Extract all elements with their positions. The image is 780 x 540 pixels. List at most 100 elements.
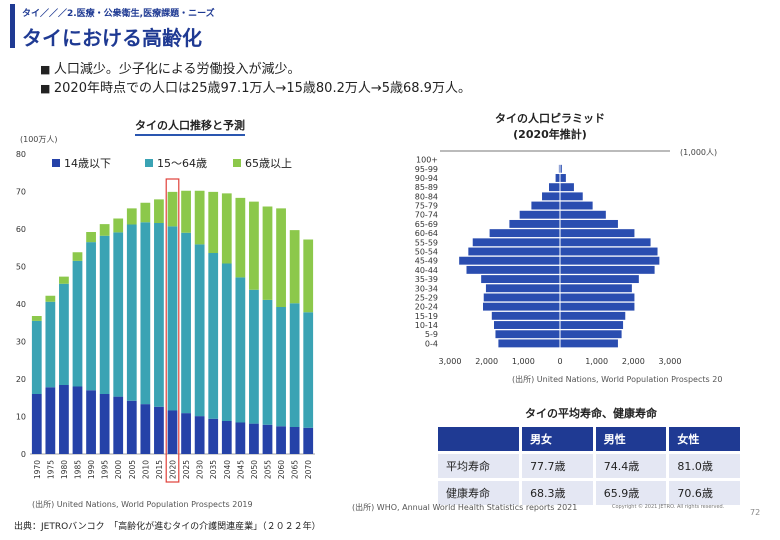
table-row-label: 健康寿命 xyxy=(438,478,520,505)
x-tick-label: 1970 xyxy=(33,460,42,479)
life-expectancy-table: 男女 男性 女性 平均寿命 77.7歳 74.4歳 81.0歳 健康寿命 68.… xyxy=(438,427,740,505)
y-tick-label: 30 xyxy=(16,338,26,347)
bar-segment xyxy=(289,303,300,427)
pyramid-bar-female xyxy=(560,284,632,293)
bar-segment xyxy=(221,263,232,421)
age-group-label: 45-49 xyxy=(415,257,438,266)
summary-bullets: 人口減少。少子化による労働投入が減少。 2020年時点での人口は25歳97.1万… xyxy=(40,60,471,98)
pyramid-bar-female xyxy=(560,201,593,210)
age-group-label: 55-59 xyxy=(415,238,438,247)
y-tick-label: 0 xyxy=(21,450,26,459)
bar-segment xyxy=(249,201,259,290)
age-group-label: 95-99 xyxy=(415,165,438,174)
x-tick-label: 3,000 xyxy=(659,357,682,366)
x-tick-label: 1,000 xyxy=(585,357,608,366)
y-tick-label: 80 xyxy=(16,150,26,159)
pyramid-bar-male xyxy=(483,293,560,302)
bar-segment xyxy=(221,421,232,454)
pyramid-bar-male xyxy=(489,229,560,238)
pyramid-bar-male xyxy=(509,219,560,228)
bar-segment xyxy=(289,427,300,454)
pyramid-bar-female xyxy=(560,219,618,228)
x-tick-label: 2065 xyxy=(291,460,300,479)
pyramid-bar-male xyxy=(468,247,560,256)
bar-segment xyxy=(262,299,273,425)
x-tick-label: 2045 xyxy=(236,460,245,479)
x-tick-label: 2,000 xyxy=(622,357,645,366)
age-group-label: 0-4 xyxy=(425,339,438,348)
bar-segment xyxy=(72,386,83,454)
age-group-label: 90-94 xyxy=(415,174,438,183)
age-group-label: 80-84 xyxy=(415,192,438,201)
age-group-label: 50-54 xyxy=(415,248,438,257)
pyramid-bar-male xyxy=(519,210,560,219)
age-group-label: 10-14 xyxy=(415,321,438,330)
x-tick-label: 1990 xyxy=(87,460,96,479)
bar-segment xyxy=(208,418,219,454)
x-tick-label: 2040 xyxy=(223,460,232,479)
pyramid-bar-female xyxy=(560,210,606,219)
pyramid-bar-female xyxy=(560,183,574,192)
bar-segment xyxy=(140,404,151,454)
bar-segment xyxy=(194,416,205,454)
bar-segment xyxy=(303,312,314,428)
population-chart-source: (出所) United Nations, World Population Pr… xyxy=(32,500,253,509)
table-cell: 68.3歳 xyxy=(519,478,593,505)
legend-swatch xyxy=(52,159,60,167)
bar-segment xyxy=(140,202,151,223)
bar-segment xyxy=(276,208,286,307)
bar-segment xyxy=(249,423,259,454)
bar-segment xyxy=(86,242,96,391)
bar-segment xyxy=(99,224,110,236)
title-accent-bar xyxy=(10,4,15,48)
page-title: タイにおける高齢化 xyxy=(22,26,202,50)
bar-segment xyxy=(276,307,286,427)
bar-segment xyxy=(221,193,232,264)
legend-label: 65歳以上 xyxy=(245,157,292,170)
pyramid-chart-source: (出所) United Nations, World Population Pr… xyxy=(512,375,723,384)
pyramid-bar-female xyxy=(560,192,583,201)
age-group-label: 40-44 xyxy=(415,266,438,275)
pyramid-bar-female xyxy=(560,293,635,302)
population-chart-title: タイの人口推移と予測 xyxy=(60,117,320,136)
age-group-label: 85-89 xyxy=(415,183,438,192)
bar-segment xyxy=(181,190,191,233)
highlight-box xyxy=(165,178,180,483)
x-tick-label: 1985 xyxy=(74,460,83,479)
y-tick-label: 40 xyxy=(16,300,26,309)
x-tick-label: 2000 xyxy=(114,460,123,479)
pyramid-bar-male xyxy=(495,330,560,339)
table-header-cell xyxy=(438,427,520,451)
age-group-label: 65-69 xyxy=(415,220,438,229)
pyramid-bar-female xyxy=(560,330,622,339)
x-tick-label: 1975 xyxy=(46,460,55,479)
bar-segment xyxy=(126,400,137,454)
bar-segment xyxy=(99,235,110,394)
table-header-cell: 女性 xyxy=(666,427,740,451)
bar-segment xyxy=(249,289,259,424)
x-tick-label: 2070 xyxy=(304,460,313,479)
x-tick-label: 2,000 xyxy=(475,357,498,366)
pyramid-bar-female xyxy=(560,247,658,256)
age-group-label: 70-74 xyxy=(415,211,438,220)
footer-source: 出典：JETROバンコク 「高齢化が進むタイの介護関連産業」（２０２２年） xyxy=(14,522,321,532)
legend-label: 14歳以下 xyxy=(64,157,111,170)
bar-segment xyxy=(167,191,178,227)
table-cell: 74.4歳 xyxy=(592,451,667,478)
x-tick-label: 1980 xyxy=(60,460,69,479)
bar-segment xyxy=(208,253,219,419)
table-cell: 81.0歳 xyxy=(666,451,740,478)
bar-segment xyxy=(113,218,124,233)
pyramid-bar-male xyxy=(472,238,560,247)
x-tick-label: 2035 xyxy=(209,460,218,479)
table-header-cell: 男性 xyxy=(592,427,667,451)
bullet-item: 人口減少。少子化による労働投入が減少。 xyxy=(40,60,471,79)
pyramid-bar-male xyxy=(542,192,560,201)
page-number: 72 xyxy=(750,508,761,517)
table-header-row: 男女 男性 女性 xyxy=(438,427,740,451)
pyramid-bar-male xyxy=(549,183,560,192)
x-tick-label: 2015 xyxy=(155,460,164,479)
bar-segment xyxy=(194,190,205,245)
bar-segment xyxy=(126,208,137,225)
x-tick-label: 0 xyxy=(557,357,562,366)
